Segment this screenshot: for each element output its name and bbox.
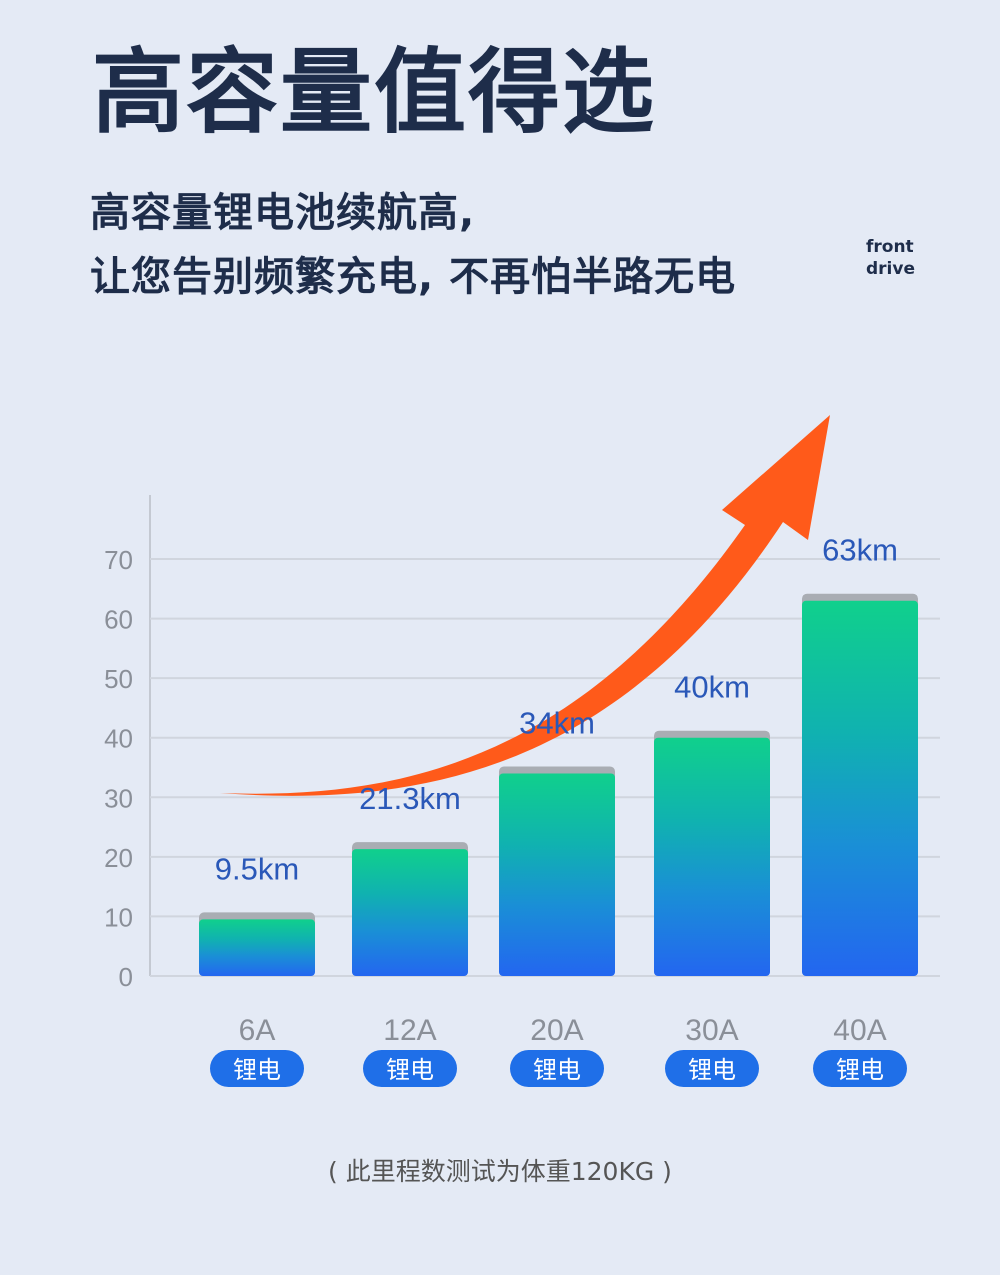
- category-label: 12A: [383, 1014, 436, 1047]
- battery-tag-label: 锂电: [533, 1056, 581, 1084]
- data-label: 21.3km: [359, 781, 461, 816]
- bar: [654, 737, 770, 976]
- data-label: 63km: [822, 533, 898, 568]
- y-tick-label: 60: [104, 605, 133, 635]
- brand-line-1: front: [866, 237, 914, 257]
- y-tick-label: 20: [104, 843, 133, 873]
- y-tick-label: 70: [104, 545, 133, 575]
- trend-arrow: [220, 415, 830, 796]
- y-tick-label: 0: [119, 962, 133, 992]
- bar: [499, 773, 615, 976]
- category-label: 6A: [239, 1014, 276, 1047]
- y-tick-label: 30: [104, 783, 133, 813]
- battery-tag-label: 锂电: [836, 1056, 884, 1084]
- data-label: 9.5km: [215, 851, 299, 886]
- category-label: 30A: [685, 1014, 738, 1047]
- y-tick-label: 40: [104, 724, 133, 754]
- battery-tag-label: 锂电: [688, 1056, 736, 1084]
- battery-tag: [210, 1050, 304, 1087]
- footnote: ( 此里程数测试为体重120KG ): [328, 1157, 672, 1186]
- bar: [802, 600, 918, 976]
- y-tick-label: 10: [104, 902, 133, 932]
- data-label: 34km: [519, 705, 595, 740]
- subtitle-line-1: 高容量锂电池续航高,: [90, 190, 476, 236]
- y-tick-label: 50: [104, 664, 133, 694]
- page-title: 高容量值得选: [92, 39, 657, 146]
- brand-line-2: drive: [866, 259, 915, 279]
- battery-tag: [665, 1050, 759, 1087]
- bar: [352, 849, 468, 976]
- battery-tag: [813, 1050, 907, 1087]
- battery-tag-label: 锂电: [233, 1056, 281, 1084]
- battery-tag-label: 锂电: [386, 1056, 434, 1084]
- brand-logo: front drive: [866, 236, 915, 280]
- category-label: 40A: [833, 1014, 886, 1047]
- subtitle-line-2: 让您告别频繁充电, 不再怕半路无电: [90, 254, 737, 300]
- battery-tag: [363, 1050, 457, 1087]
- battery-tag: [510, 1050, 604, 1087]
- bar: [199, 919, 315, 976]
- category-label: 20A: [530, 1014, 583, 1047]
- data-label: 40km: [674, 670, 750, 705]
